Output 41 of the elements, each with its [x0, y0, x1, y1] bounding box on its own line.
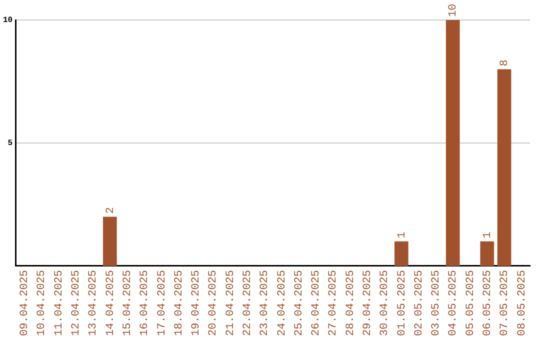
x-tick-label: 07.05.2025: [499, 270, 512, 336]
x-tick-label: 18.04.2025: [173, 270, 186, 336]
x-tick-label: 15.04.2025: [122, 270, 134, 336]
x-tick-label: 12.04.2025: [70, 270, 83, 336]
bar: [102, 216, 117, 266]
x-tick-label: 01.05.2025: [396, 270, 408, 336]
x-tick-label: 27.04.2025: [328, 270, 340, 336]
x-tick-label: 26.04.2025: [310, 270, 323, 336]
x-tick-label: 19.04.2025: [190, 270, 203, 336]
x-tick-label: 28.04.2025: [344, 270, 357, 336]
x-tick-label: 20.04.2025: [208, 270, 220, 336]
x-tick-label: 22.04.2025: [242, 270, 254, 336]
x-tick-label: 08.05.2025: [516, 270, 528, 336]
bar: [446, 20, 460, 266]
x-tick-label: 06.05.2025: [482, 270, 494, 336]
x-tick-label: 02.05.2025: [413, 270, 426, 336]
x-tick-label: 10.04.2025: [36, 270, 48, 336]
x-tick-label: 21.04.2025: [224, 270, 237, 336]
bar: [497, 69, 512, 266]
x-tick-label: 25.04.2025: [293, 270, 306, 336]
x-tick-label: 24.04.2025: [276, 270, 288, 336]
data-label: 10: [448, 4, 460, 17]
x-tick-label: 16.04.2025: [139, 270, 152, 336]
x-tick-label: 29.04.2025: [362, 270, 374, 336]
x-tick-label: 13.04.2025: [88, 270, 100, 336]
x-tick-label: 14.04.2025: [104, 270, 117, 336]
x-tick-label: 03.05.2025: [430, 270, 443, 336]
x-tick-label: 04.05.2025: [448, 270, 460, 336]
x-tick-label: 23.04.2025: [259, 270, 272, 336]
bar: [394, 241, 408, 266]
x-tick-label: 30.04.2025: [379, 270, 392, 336]
data-label: 2: [104, 207, 117, 214]
x-tick-label: 17.04.2025: [156, 270, 168, 336]
x-tick-label: 09.04.2025: [19, 270, 32, 336]
data-label: 1: [396, 231, 408, 238]
y-tick-label: 5: [8, 139, 13, 148]
bar: [480, 241, 494, 266]
data-label: 1: [482, 231, 494, 238]
x-tick-label: 05.05.2025: [464, 270, 477, 336]
data-label: 8: [499, 60, 512, 66]
x-tick-label: 11.04.2025: [53, 270, 66, 336]
